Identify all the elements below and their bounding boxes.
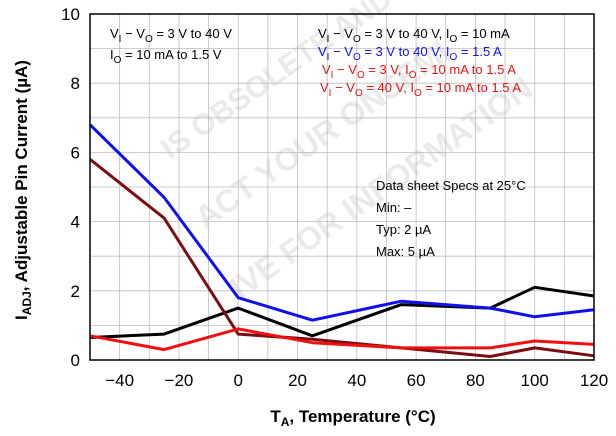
y-tick-label: 8 <box>71 74 80 93</box>
x-tick-label: 100 <box>521 371 549 390</box>
series-line <box>89 285 595 339</box>
y-tick-label: 10 <box>61 5 80 24</box>
legend-entry: VI − VO = 3 V to 40 V, IO = 1.5 A <box>318 44 502 63</box>
condition-note: IO = 10 mA to 1.5 V <box>110 47 222 66</box>
plot-frame <box>89 13 595 361</box>
x-tick-label: 120 <box>580 371 608 390</box>
y-tick-label: 4 <box>71 213 80 232</box>
series-line <box>89 158 595 358</box>
y-axis-title: IADJ, Adjustable Pin Current (µA) <box>12 60 34 320</box>
legend-entry: VI − VO = 40 V, IO = 10 mA to 1.5 A <box>320 80 521 99</box>
series-lines <box>88 123 595 358</box>
x-tick-label: 40 <box>347 371 366 390</box>
y-tick-label: 2 <box>71 282 80 301</box>
spec-note: Max: 5 µA <box>376 244 435 259</box>
series-line <box>88 123 595 322</box>
x-tick-label: 60 <box>407 371 426 390</box>
x-tick-label: 0 <box>234 371 243 390</box>
x-tick-labels: −40 −20 0 20 40 60 80 100 120 <box>105 371 608 390</box>
series-line <box>89 327 595 352</box>
spec-note: Data sheet Specs at 25°C <box>376 178 526 193</box>
x-axis-title: TA, Temperature (°C) <box>270 407 435 429</box>
y-tick-label: 0 <box>71 351 80 370</box>
condition-note: VI − VO = 3 V to 40 V <box>110 26 232 45</box>
x-tick-label: 20 <box>288 371 307 390</box>
x-tick-label: 80 <box>466 371 485 390</box>
spec-note: Min: – <box>376 200 412 215</box>
x-tick-label: −20 <box>165 371 194 390</box>
x-tick-label: −40 <box>105 371 134 390</box>
legend-entry: VI − VO = 3 V, IO = 10 mA to 1.5 A <box>322 62 516 81</box>
annotations: VI − VO = 3 V to 40 V IO = 10 mA to 1.5 V… <box>110 26 526 259</box>
legend-entry: VI − VO = 3 V to 40 V, IO = 10 mA <box>318 26 510 45</box>
spec-note: Typ: 2 µA <box>376 222 432 237</box>
y-tick-label: 6 <box>71 143 80 162</box>
y-tick-labels: 0 2 4 6 8 10 <box>61 5 80 370</box>
